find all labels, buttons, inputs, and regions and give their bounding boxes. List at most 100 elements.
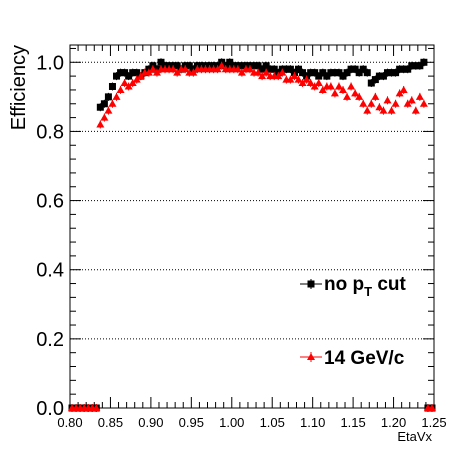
data-point xyxy=(318,85,327,94)
y-tick-label: 0.0 xyxy=(36,398,64,420)
y-tick-label: 1.0 xyxy=(36,52,64,74)
data-point xyxy=(274,72,283,81)
data-point xyxy=(213,65,222,74)
data-point xyxy=(330,89,339,98)
plot-frame xyxy=(69,44,435,409)
data-point xyxy=(254,68,263,77)
data-point xyxy=(306,79,315,88)
data-point xyxy=(415,92,424,101)
data-point xyxy=(314,79,323,88)
data-point xyxy=(217,61,226,70)
x-tick-label: 1.20 xyxy=(381,415,406,430)
data-point xyxy=(351,89,360,98)
legend: no pT cut 14 GeV/c xyxy=(300,274,407,369)
data-point xyxy=(310,82,319,91)
data-point xyxy=(136,72,145,81)
data-point xyxy=(363,68,371,77)
x-tick-label: 0.80 xyxy=(57,415,82,430)
data-point xyxy=(411,106,420,115)
data-point xyxy=(387,106,396,115)
data-point xyxy=(96,120,105,129)
x-tick-label: 0.85 xyxy=(98,415,123,430)
data-point xyxy=(379,106,388,115)
x-axis-ticks: 0.80 0.85 0.90 0.95 1.00 1.05 1.10 1.15 1.20 1.25 xyxy=(57,45,447,430)
data-point xyxy=(334,82,343,91)
data-point xyxy=(298,79,307,88)
x-axis-label: EtaVx xyxy=(397,429,432,444)
data-point xyxy=(326,82,335,91)
legend-entry-14-gev: 14 GeV/c xyxy=(300,348,405,369)
x-tick-label: 1.10 xyxy=(300,415,325,430)
data-point xyxy=(245,65,254,74)
legend-label-no-pt-cut: no pT cut xyxy=(324,274,407,299)
legend-label-14-gev: 14 GeV/c xyxy=(324,348,405,369)
data-point xyxy=(427,404,436,412)
data-point xyxy=(367,99,376,108)
data-point xyxy=(128,79,137,88)
data-point xyxy=(233,65,242,74)
data-point xyxy=(339,85,347,94)
data-point xyxy=(144,68,153,77)
series-14-gev xyxy=(68,61,436,412)
x-tick-label: 1.15 xyxy=(340,415,365,430)
data-point xyxy=(403,99,412,108)
data-point xyxy=(152,68,161,77)
data-point xyxy=(286,75,295,84)
data-point xyxy=(290,72,299,81)
data-point xyxy=(347,82,356,91)
data-point xyxy=(116,85,125,94)
data-point xyxy=(148,65,157,74)
legend-square-marker xyxy=(307,280,315,288)
data-point xyxy=(391,99,400,108)
data-point xyxy=(343,92,352,101)
data-point xyxy=(108,82,116,91)
y-tick-label: 0.8 xyxy=(36,121,64,143)
legend-triangle-marker xyxy=(307,353,315,360)
data-point xyxy=(399,85,408,94)
data-point xyxy=(419,99,428,108)
x-tick-label: 1.00 xyxy=(219,415,244,430)
data-point xyxy=(92,404,101,412)
data-point xyxy=(375,103,384,112)
x-tick-label: 0.95 xyxy=(179,415,204,430)
data-point xyxy=(173,68,182,77)
x-tick-label: 1.05 xyxy=(260,415,285,430)
data-point xyxy=(359,99,368,108)
data-point xyxy=(104,92,112,101)
data-point xyxy=(262,68,271,77)
gridlines xyxy=(70,61,434,409)
data-point xyxy=(278,68,287,77)
data-point xyxy=(120,79,129,88)
data-point xyxy=(407,96,416,105)
data-point xyxy=(181,65,190,74)
y-tick-label: 0.2 xyxy=(36,329,64,351)
y-tick-label: 0.4 xyxy=(36,260,64,282)
data-point xyxy=(371,92,380,101)
data-point xyxy=(124,82,133,91)
data-point xyxy=(355,92,364,101)
legend-entry-no-pt-cut: no pT cut xyxy=(300,274,407,299)
data-point xyxy=(363,106,372,115)
data-point xyxy=(420,58,428,67)
data-point xyxy=(258,72,267,81)
data-point xyxy=(237,68,246,77)
x-tick-label: 1.25 xyxy=(421,415,446,430)
x-tick-label: 0.90 xyxy=(138,415,163,430)
data-point xyxy=(108,99,117,108)
data-point xyxy=(104,106,113,115)
y-axis-label: Efficiency xyxy=(8,45,30,130)
data-point xyxy=(189,68,198,77)
data-point xyxy=(302,75,311,84)
data-point xyxy=(169,65,178,74)
data-point xyxy=(112,92,121,101)
series-layer xyxy=(68,58,436,412)
y-tick-label: 0.6 xyxy=(36,191,64,213)
data-point xyxy=(100,99,108,108)
data-point xyxy=(100,113,109,122)
data-point xyxy=(132,75,141,84)
data-point xyxy=(294,75,303,84)
data-point xyxy=(395,89,404,98)
data-point xyxy=(383,96,392,105)
